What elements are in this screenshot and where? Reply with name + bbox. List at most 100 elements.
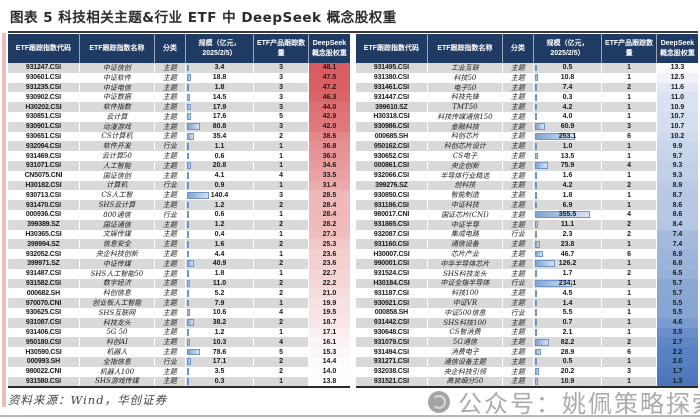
scale-value: 10.3 xyxy=(212,338,227,346)
scale-cell: 4.1 xyxy=(186,170,255,181)
tracking-count-cell: 1 xyxy=(602,288,657,299)
scale-value: 1.8 xyxy=(214,83,225,91)
category-cell: 主题 xyxy=(503,111,534,122)
category-cell: 主题 xyxy=(155,327,186,338)
index-code-cell: 931186.CSI xyxy=(356,200,428,210)
scale-value: 1.2 xyxy=(214,221,225,229)
scale-cell: 5.5 xyxy=(534,307,603,318)
table-row: 399610.SZ TMT50 主题 4.2 1 10.9 xyxy=(356,102,698,112)
deepseek-weight-cell: 10.7 xyxy=(656,121,698,132)
scale-databar xyxy=(534,309,537,317)
scale-value: 4.0 xyxy=(562,113,573,121)
index-name-cell: 金融科技 xyxy=(428,121,504,132)
scale-value: 355.5 xyxy=(558,211,577,219)
deepseek-weight-cell: 9.7 xyxy=(656,151,698,161)
index-name-cell: 通信设备 xyxy=(428,239,504,250)
index-code-cell: 970070.CNI xyxy=(8,298,80,308)
category-cell: 主题 xyxy=(155,268,186,279)
watermark-text: 公众号：姚佩策略探索 xyxy=(458,390,700,418)
index-code-cell: H30184.CSI xyxy=(356,278,428,289)
scale-databar xyxy=(186,289,189,297)
index-code-cell: 399389.SZ xyxy=(8,219,80,230)
scale-value: 0.7 xyxy=(562,319,573,327)
column-header: ETF跟踪指数名称 xyxy=(428,34,504,63)
category-cell: 主题 xyxy=(155,131,186,142)
scale-databar xyxy=(186,309,190,317)
category-cell: 主题 xyxy=(155,200,186,210)
scale-cell: 11.0 xyxy=(186,278,255,289)
index-name-cell: 计算机 xyxy=(80,180,156,191)
scale-cell: 1.4 xyxy=(534,298,603,308)
index-code-cell: 000685.SH xyxy=(356,131,428,142)
category-cell: 主题 xyxy=(503,317,534,328)
scale-databar xyxy=(186,123,201,131)
scale-value: 80.8 xyxy=(212,123,227,131)
tracking-count-cell: 2 xyxy=(254,288,309,299)
scale-value: 40.9 xyxy=(212,260,227,268)
deepseek-weight-cell: 3.5 xyxy=(656,327,698,338)
table-row: 931079.CSI 5G通信 主题 82.2 2 2.7 xyxy=(356,337,698,348)
category-cell: 主题 xyxy=(155,258,186,269)
scale-cell: 17.1 xyxy=(186,356,255,367)
scale-cell: 2.3 xyxy=(534,229,603,240)
scale-cell: 82.2 xyxy=(534,337,603,348)
scale-cell: 0.4 xyxy=(186,229,255,240)
scale-value: 0.5 xyxy=(562,358,573,366)
index-name-cell: 消费电子 xyxy=(428,347,504,357)
scale-databar xyxy=(534,289,537,297)
index-name-cell: 人工智能 xyxy=(80,160,156,171)
deepseek-weight-cell: 21.0 xyxy=(308,288,350,299)
tracking-count-cell: 1 xyxy=(602,111,657,122)
scale-cell: 28.9 xyxy=(534,347,603,357)
tracking-count-cell: 6 xyxy=(602,131,657,142)
deepseek-weight-cell: 23.6 xyxy=(308,249,350,259)
table-header: ETF跟踪指数代码 ETF跟踪指数名称 分类 规模（亿元，2025/2/5） ETF产品… xyxy=(356,34,698,63)
table-row: CN5075.CNI 国证信创 主题 4.1 4 33.5 xyxy=(8,170,350,181)
index-name-cell: 中证电信 xyxy=(80,82,156,93)
deepseek-weight-cell: 14.4 xyxy=(308,356,350,367)
category-cell: 行业 xyxy=(155,141,186,152)
table-row: 930625.CSI SHS互联网 主题 10.6 4 19.5 xyxy=(8,307,350,318)
wechat-account-logo-icon xyxy=(428,390,450,413)
index-code-cell: 000993.SH xyxy=(8,356,80,367)
index-code-cell: H30365.CSI xyxy=(8,229,80,240)
tracking-count-cell: 2 xyxy=(602,268,657,279)
category-cell: 主题 xyxy=(155,121,186,132)
deepseek-weight-cell: 28.2 xyxy=(308,219,350,230)
scale-databar xyxy=(186,93,191,101)
index-code-cell: 931079.CSI xyxy=(356,337,428,348)
scale-value: 3.4 xyxy=(214,64,225,72)
scale-databar xyxy=(186,84,189,91)
tracking-count-cell: 2 xyxy=(602,219,657,230)
scale-cell: 17.6 xyxy=(186,111,255,122)
category-cell: 行业 xyxy=(155,356,186,367)
scale-databar xyxy=(534,221,538,229)
index-code-cell: 931442.CSI xyxy=(356,317,428,328)
tracking-count-cell: 1 xyxy=(602,298,657,308)
deepseek-weight-cell: 1.7 xyxy=(656,366,698,377)
scale-value: 60.9 xyxy=(560,123,575,131)
category-cell: 主题 xyxy=(503,180,534,191)
tracking-count-cell: 1 xyxy=(602,72,657,83)
scale-cell: 0.9 xyxy=(186,180,255,191)
index-name-cell: 机器人100 xyxy=(80,366,156,377)
deepseek-weight-cell: 48.1 xyxy=(308,63,350,73)
table-row: 930651.CSI CS计算机 主题 35.4 2 38.6 xyxy=(8,131,350,142)
index-code-cell: 931580.CSI xyxy=(8,376,80,387)
table-row: 399994.SZ 信息安全 主题 1.6 2 25.3 xyxy=(8,239,350,250)
tracking-count-cell: 3 xyxy=(254,102,309,112)
table-row: H30365.CSI 文娱传媒 主题 0.4 1 27.3 xyxy=(8,229,350,240)
scale-databar xyxy=(186,211,189,219)
scale-value: 5.5 xyxy=(562,309,573,317)
scale-value: 6.9 xyxy=(562,201,573,209)
table-row: 932066.CSI 半导体行业精选 主题 1.6 1 9.3 xyxy=(356,170,698,181)
index-name-cell: 通信设备主题 xyxy=(428,356,504,367)
deepseek-weight-cell: 12.5 xyxy=(656,72,698,83)
index-name-cell: 动漫游戏 xyxy=(80,121,156,132)
deepseek-weight-cell: 13.8 xyxy=(308,376,350,387)
index-code-cell: 932066.CSI xyxy=(356,170,428,181)
deepseek-weight-cell: 31.4 xyxy=(308,180,350,191)
watermark: 公众号：姚佩策略探索 xyxy=(428,384,700,419)
deepseek-weight-cell: 17.1 xyxy=(308,327,350,338)
index-name-cell: CS计算机 xyxy=(80,131,156,142)
